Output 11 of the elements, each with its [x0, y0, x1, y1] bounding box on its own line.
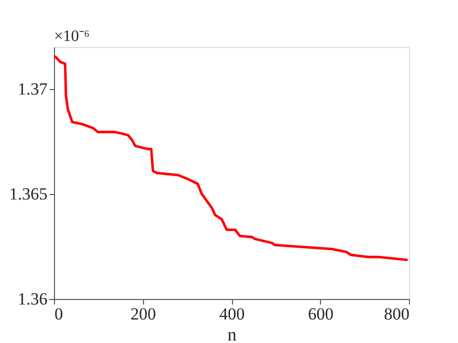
x-tick-label: 600 [308, 304, 334, 324]
line-series [54, 54, 409, 262]
x-tick-label: 400 [219, 304, 245, 324]
x-tick-label: 0 [54, 304, 63, 324]
x-tick-label: 800 [384, 304, 410, 324]
y-tick-label: 1.37 [18, 80, 48, 98]
x-axis-title: n [228, 324, 236, 343]
y-tick-label: 1.36 [18, 290, 48, 308]
y-tick-label: 1.365 [9, 184, 48, 204]
x-tick-label: 200 [130, 304, 156, 324]
text: ×10⁻⁶ [54, 28, 90, 45]
